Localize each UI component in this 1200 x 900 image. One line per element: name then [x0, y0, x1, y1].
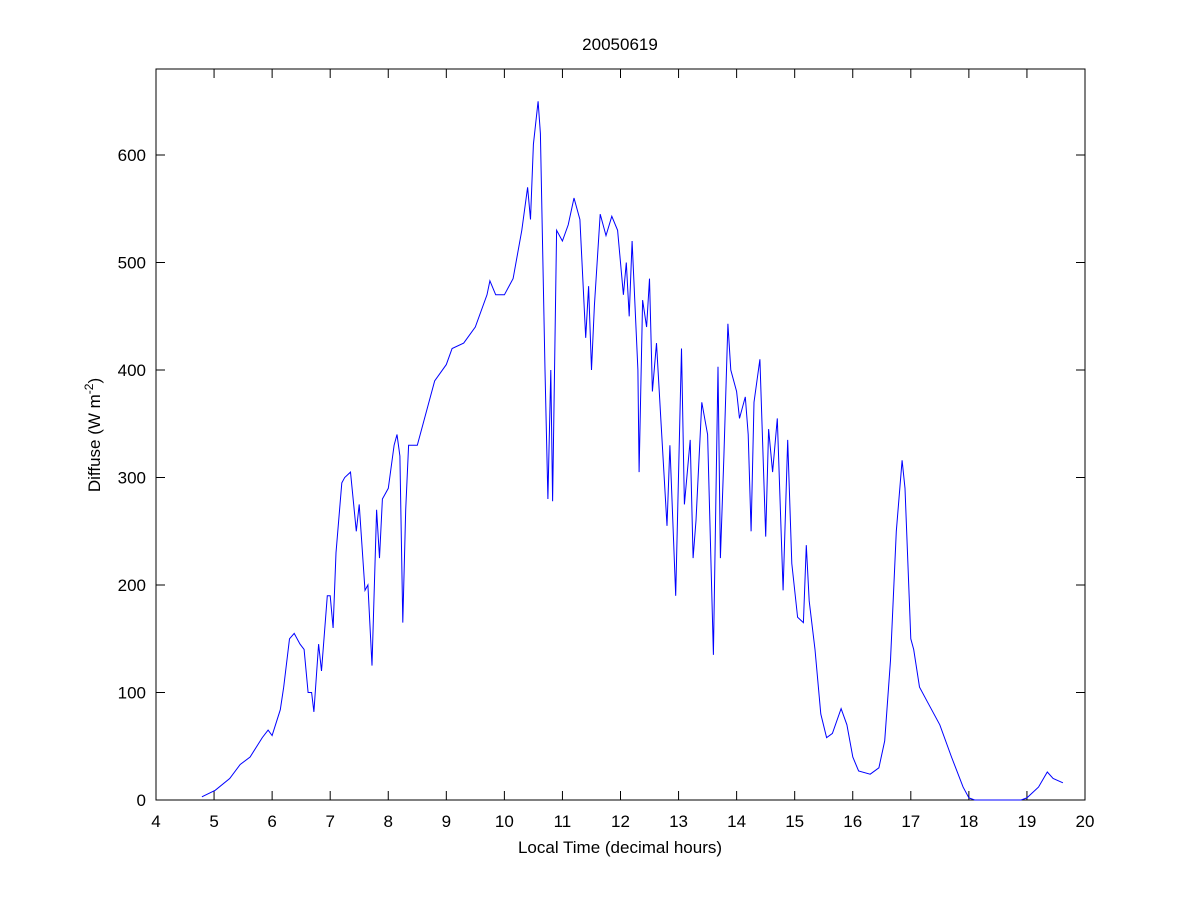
plot-area [155, 68, 1086, 801]
x-axis-label: Local Time (decimal hours) [518, 838, 722, 857]
y-tick-label: 600 [118, 146, 146, 165]
y-tick-label: 300 [118, 469, 146, 488]
y-tick-label: 100 [118, 684, 146, 703]
x-tick-label: 12 [611, 812, 630, 831]
y-axis-label-main: Diffuse (W m [85, 394, 104, 492]
x-tick-label: 14 [727, 812, 746, 831]
x-tick-label: 5 [209, 812, 218, 831]
x-tick-label: 11 [554, 812, 572, 831]
x-tick-label: 10 [495, 812, 514, 831]
x-tick-label: 6 [267, 812, 276, 831]
x-tick-label: 15 [785, 812, 804, 831]
x-tick-label: 17 [901, 812, 920, 831]
x-tick-label: 7 [325, 812, 334, 831]
x-tick-label: 16 [843, 812, 862, 831]
y-tick-label: 200 [118, 576, 146, 595]
x-tick-label: 19 [1017, 812, 1036, 831]
x-tick-label: 20 [1076, 812, 1095, 831]
x-tick-label: 13 [669, 812, 688, 831]
chart-title: 20050619 [582, 35, 658, 54]
series-line [201, 101, 1064, 801]
y-axis: 0 100 200 300 400 500 600 [118, 146, 1085, 810]
y-axis-label-close: ) [85, 378, 104, 384]
y-tick-label: 500 [118, 254, 146, 273]
x-tick-label: 9 [442, 812, 451, 831]
x-tick-label: 4 [151, 812, 160, 831]
x-tick-label: 8 [384, 812, 393, 831]
y-tick-label: 400 [118, 361, 146, 380]
y-tick-label: 0 [137, 791, 146, 810]
x-tick-label: 18 [959, 812, 978, 831]
x-axis: 4 5 6 7 8 9 10 11 12 13 14 15 16 17 18 19 20 [151, 69, 1094, 831]
y-axis-label: Diffuse (W m-2) [82, 378, 104, 492]
y-axis-label-superscript: -2 [82, 383, 96, 394]
